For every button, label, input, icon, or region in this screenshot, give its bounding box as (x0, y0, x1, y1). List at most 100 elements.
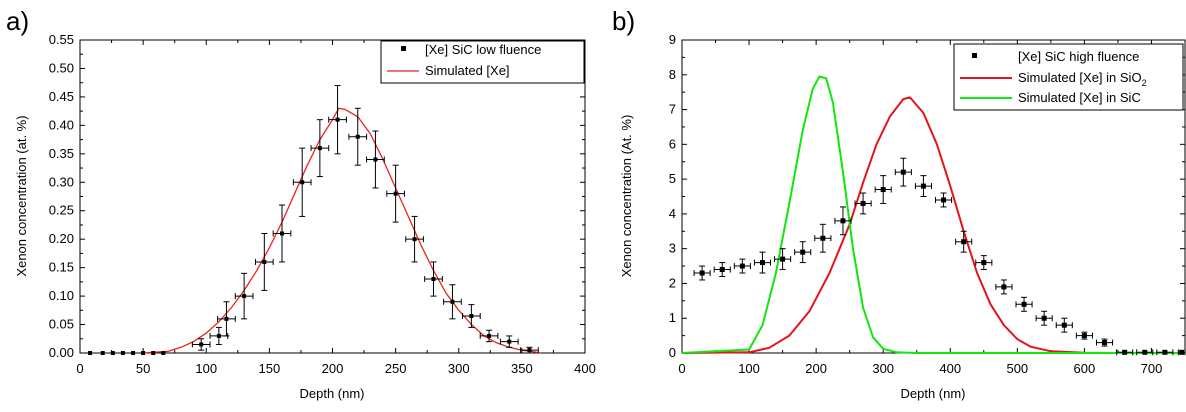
b-xtick-label: 600 (1074, 361, 1096, 376)
b-data-point (995, 279, 1013, 295)
a-data-point (272, 204, 292, 263)
b-data-point (834, 206, 852, 236)
panel-a-chart: a) 0 50 100 150 200 250 300 350 4000.000.050.100… (6, 6, 596, 401)
b-point-marker (941, 197, 947, 203)
panel-b-chart: b) 0 100 200 300 400 500 600 700 0 1 2 3 4 5 6 7 8 9 Dept… (612, 6, 1186, 401)
b-data-point (794, 241, 812, 264)
b-point-marker (1179, 349, 1185, 355)
b-data-point (975, 255, 993, 271)
a-data-point (131, 351, 136, 355)
a-point-marker (469, 314, 474, 319)
a-data-point (110, 351, 115, 355)
a-data-point (405, 215, 424, 263)
b-data-point (1075, 331, 1093, 340)
b-ytick-label: 9 (669, 32, 676, 47)
b-point-marker (1001, 284, 1007, 290)
b-point-marker (1021, 301, 1027, 307)
a-data-point (151, 351, 156, 355)
a-xtick-label: 400 (574, 361, 596, 376)
b-point-marker (1081, 333, 1087, 339)
b-ytick-label: 6 (669, 136, 676, 151)
a-point-marker (507, 339, 512, 344)
panel-b-axes: 0 100 200 300 400 500 600 700 0 1 2 3 4 5 6 7 8 9 (669, 32, 1185, 376)
a-xtick-label: 100 (195, 361, 217, 376)
a-xtick-label: 300 (448, 361, 470, 376)
b-data-point (733, 258, 751, 274)
a-ytick-label: 0.35 (49, 146, 74, 161)
panel-a-series (88, 85, 541, 355)
a-xtick-label: 50 (136, 361, 150, 376)
legend-marker-high-fluence (972, 53, 977, 58)
a-data-point (328, 85, 347, 155)
a-point-marker (431, 277, 436, 282)
b-point-marker (920, 183, 926, 189)
b-xtick-label: 300 (872, 361, 894, 376)
a-point-marker (300, 180, 305, 185)
a-ytick-label: 0.15 (49, 260, 74, 275)
b-series-line-1 (681, 96, 1185, 354)
b-xtick-label: 0 (678, 361, 685, 376)
b-ytick-label: 7 (669, 102, 676, 117)
a-point-marker (141, 351, 146, 355)
b-ytick-label: 3 (669, 241, 676, 256)
b-xtick-label: 500 (1006, 361, 1028, 376)
a-point-marker (110, 351, 115, 355)
panel-b-ylabel: Xenon concentration (At. %) (619, 115, 634, 278)
legend-label-simulated: Simulated [Xe] (425, 63, 510, 78)
a-data-point (443, 284, 462, 320)
a-point-marker (355, 134, 360, 139)
b-ytick-label: 5 (669, 171, 676, 186)
a-point-marker (527, 348, 532, 353)
a-data-point (386, 164, 405, 223)
a-ytick-label: 0.50 (49, 60, 74, 75)
b-point-marker (860, 200, 866, 206)
b-data-point (1177, 349, 1186, 356)
a-data-point (161, 351, 166, 355)
a-point-marker (262, 259, 267, 264)
a-point-marker (373, 157, 378, 162)
a-point-marker (151, 351, 156, 355)
a-xtick-label: 350 (511, 361, 533, 376)
b-data-point (1015, 296, 1033, 312)
panel-a-ylabel: Xenon concentration (at. %) (14, 115, 29, 276)
legend-label-high-fluence: [Xe] SiC high fluence (1018, 49, 1139, 64)
panel-a-axes: 0 50 100 150 200 250 300 350 400 0.00 0.05 0.10 0.15… (49, 32, 596, 376)
panel-b-label: b) (612, 6, 635, 36)
panel-a-xlabel: Depth (nm) (299, 386, 364, 401)
b-data-point (1055, 317, 1073, 333)
b-data-point (814, 223, 832, 253)
b-data-point (774, 248, 792, 271)
b-data-point (1035, 310, 1053, 326)
a-point-marker (450, 299, 455, 304)
a-data-point (366, 130, 385, 189)
a-point-marker (280, 231, 284, 236)
b-data-point (753, 251, 772, 274)
a-data-point (292, 147, 312, 217)
a-xtick-label: 200 (322, 361, 344, 376)
b-data-point (1095, 338, 1114, 347)
b-point-marker (840, 218, 846, 224)
b-ytick-label: 4 (669, 206, 676, 221)
a-ytick-label: 0.25 (49, 203, 74, 218)
a-xtick-label: 250 (385, 361, 407, 376)
a-point-marker (224, 316, 229, 321)
b-data-point (874, 175, 892, 204)
panel-b-xlabel: Depth (nm) (900, 386, 965, 401)
a-point-marker (161, 351, 166, 355)
b-ytick-label: 0 (669, 345, 676, 360)
b-xtick-label: 400 (939, 361, 961, 376)
a-point-marker (317, 146, 322, 151)
b-point-marker (1122, 349, 1128, 355)
a-data-point (217, 301, 236, 337)
legend-label-sio2: Simulated [Xe] in SiO2 (1018, 70, 1147, 88)
a-ytick-label: 0.20 (49, 231, 74, 246)
a-point-marker (393, 191, 398, 196)
a-point-marker (120, 351, 125, 355)
b-xtick-label: 700 (1141, 361, 1163, 376)
a-data-point (141, 351, 146, 355)
b-data-point (894, 157, 912, 187)
a-data-point (234, 272, 254, 320)
a-data-point (100, 351, 105, 355)
b-xtick-label: 100 (738, 361, 760, 376)
